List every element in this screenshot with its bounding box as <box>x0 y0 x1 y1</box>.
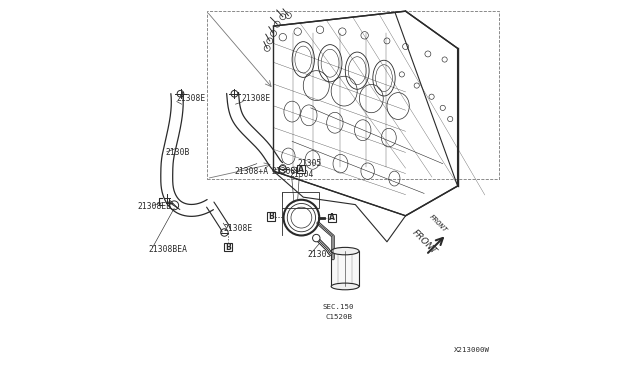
Text: B: B <box>225 243 231 252</box>
Text: 213050: 213050 <box>307 250 336 259</box>
Bar <box>207 11 499 179</box>
Bar <box>282 192 319 208</box>
Text: 21304: 21304 <box>289 170 314 179</box>
Bar <box>328 214 336 222</box>
Text: 21308E: 21308E <box>223 224 253 233</box>
Ellipse shape <box>331 247 359 255</box>
Text: 21305: 21305 <box>298 159 322 168</box>
Text: B: B <box>268 212 274 221</box>
Bar <box>224 243 232 251</box>
Text: A: A <box>329 213 335 222</box>
Text: 21308E: 21308E <box>242 94 271 103</box>
Text: 2130B: 2130B <box>166 148 190 157</box>
Bar <box>296 165 305 173</box>
Text: FRONT: FRONT <box>410 228 438 256</box>
Bar <box>331 251 359 286</box>
Text: 21308+A: 21308+A <box>234 167 269 176</box>
Ellipse shape <box>331 283 359 290</box>
Circle shape <box>312 234 320 242</box>
Text: A: A <box>298 165 303 174</box>
Text: 21308EB: 21308EB <box>138 202 172 211</box>
Text: 21308E: 21308E <box>271 167 301 176</box>
Text: C1520B: C1520B <box>325 314 352 320</box>
Text: 21308E: 21308E <box>177 94 206 103</box>
Text: SEC.150: SEC.150 <box>323 304 355 310</box>
Text: FRONT: FRONT <box>428 213 448 233</box>
Text: 21308BEA: 21308BEA <box>149 245 188 254</box>
Bar <box>267 212 275 221</box>
Text: X213000W: X213000W <box>454 347 490 353</box>
